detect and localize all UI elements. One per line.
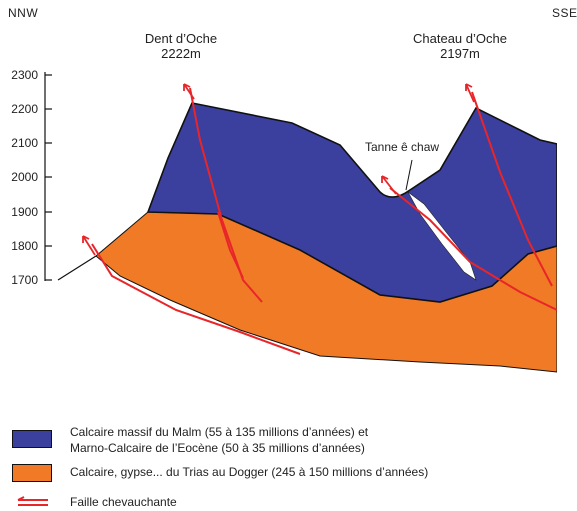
cave-shape	[407, 191, 477, 281]
axis-tick-label: 2200	[11, 102, 38, 116]
peak-name: Chateau d’Oche	[413, 31, 507, 46]
axis-tick-label: 2000	[11, 170, 38, 184]
peak-altitude: 2197m	[440, 46, 480, 61]
direction-label-left: NNW	[8, 6, 39, 20]
fault-line	[91, 243, 301, 355]
legend-text-line: Calcaire, gypse... du Trias au Dogger (2…	[70, 465, 429, 479]
fault-line	[189, 87, 263, 303]
peak-altitude: 2222m	[161, 46, 201, 61]
peak-label-dent-doche: Dent d’Oche 2222m	[121, 31, 241, 61]
fault-legend-arrow-icon	[17, 496, 48, 506]
surface-line	[57, 255, 97, 281]
fault-arrow-icon	[465, 83, 475, 103]
axis-tick-label: 1700	[11, 273, 38, 287]
fault-arrow-icon	[82, 235, 96, 256]
fault-line	[217, 211, 244, 279]
axis-tick-label: 2300	[11, 68, 38, 82]
cross-section-diagram	[44, 72, 557, 373]
fault-line	[389, 187, 557, 311]
axis-tick-label: 1900	[11, 205, 38, 219]
legend-text-line: Faille chevauchante	[70, 495, 177, 509]
axis-tick-marks	[45, 74, 52, 281]
fault-line	[471, 91, 553, 287]
fault-arrow-icon	[381, 175, 397, 195]
legend-swatch-blue	[12, 430, 52, 448]
legend-text-line: Calcaire massif du Malm (55 à 135 millio…	[70, 425, 369, 439]
legend-swatch-orange	[12, 464, 52, 482]
fault-arrow-icon	[183, 83, 195, 100]
peak-name: Dent d’Oche	[144, 31, 218, 46]
axis-tick-label: 1800	[11, 239, 38, 253]
cave-label: Tanne ê chaw	[365, 140, 440, 154]
legend-text-line: Marno-Calcaire de l’Eocène (50 à 35 mill…	[70, 441, 365, 455]
direction-label-right: SSE	[552, 6, 577, 20]
peak-label-chateau-doche: Chateau d’Oche 2197m	[400, 31, 520, 61]
cave-leader-line	[405, 159, 413, 191]
axis-tick-label: 2100	[11, 136, 38, 150]
